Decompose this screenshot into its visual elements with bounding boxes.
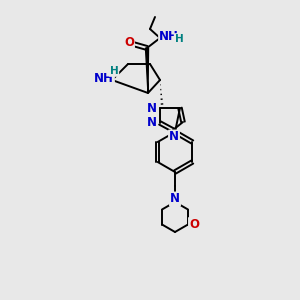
Text: N: N	[169, 130, 179, 143]
Text: N: N	[147, 116, 157, 130]
Text: H: H	[110, 66, 118, 76]
Text: O: O	[189, 218, 199, 231]
Text: NH: NH	[159, 31, 179, 44]
Text: NH: NH	[94, 73, 114, 85]
Text: N: N	[147, 101, 157, 115]
Text: O: O	[124, 37, 134, 50]
Polygon shape	[146, 48, 148, 93]
Text: N: N	[170, 193, 180, 206]
Text: H: H	[175, 34, 183, 44]
